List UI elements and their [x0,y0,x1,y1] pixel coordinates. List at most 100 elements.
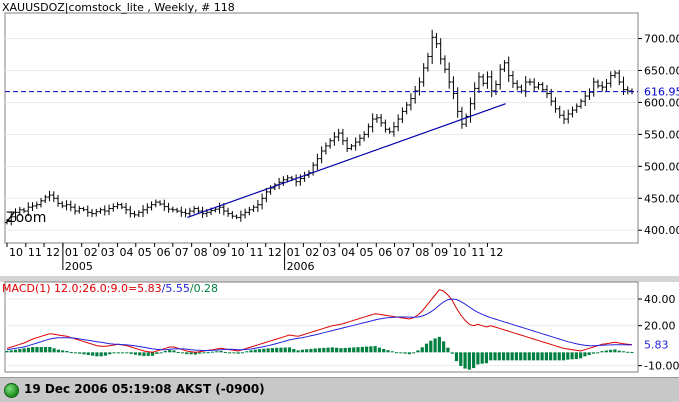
macd-gridlines [5,298,638,367]
x-tick-label: 10 [452,246,466,259]
x-tick-label: 06 [378,246,392,259]
macd-histogram-bar [596,352,600,354]
macd-histogram-bar [501,352,506,361]
panel-splitter[interactable] [0,276,679,282]
macd-histogram-bar [493,352,497,361]
x-tick-label: 04 [120,246,134,259]
macd-histogram-bar [48,347,52,353]
macd-histogram-bar [61,350,65,353]
macd-histogram-bar [13,349,18,353]
year-label: 2005 [65,260,93,273]
macd-histogram-bar [18,349,22,353]
macd-histogram-bar [262,348,266,353]
macd-histogram-bar [206,352,210,354]
macd-histogram-bar [56,349,60,353]
x-tick-label: 02 [305,246,319,259]
macd-histogram-bar [279,347,283,353]
macd-y-tick-label: -10.00 [644,360,679,373]
x-tick-label: 09 [434,246,448,259]
macd-histogram-bar [309,348,313,353]
macd-histogram-bar [574,352,578,359]
price-y-tick-label: 600.00 [644,96,679,109]
macd-histogram-bar [245,351,249,353]
zoom-label[interactable]: Zoom [6,210,46,226]
price-bars [5,29,634,226]
macd-histogram-bar [326,347,330,353]
macd-histogram-bar [347,347,352,353]
macd-histogram-bar [544,352,548,361]
macd-line [6,289,633,353]
macd-histogram-bar [266,348,270,353]
x-tick-label: 11 [28,246,42,259]
macd-histogram-bar [296,350,300,353]
macd-histogram-bar [394,352,399,354]
macd-histogram-bar [600,351,604,353]
chart-canvas: 400.00 450.00 500.00 550.00 600.00 650.00 700.… [0,0,679,373]
macd-histogram-bar [630,351,634,353]
macd-y-tick-label: 40.00 [644,293,676,306]
macd-histogram-bar [22,348,26,353]
macd-histogram-bar [215,351,219,353]
macd-histogram-bar [472,352,476,369]
macd-histogram-bar [604,350,608,353]
macd-histogram-bar [377,347,382,353]
macd-histogram-bar [65,351,69,353]
macd-histogram-bar [155,352,159,354]
macd-histogram-bar [429,340,433,353]
macd-histogram-bar [386,350,390,353]
macd-histogram-bar [424,343,429,353]
x-axis: 10 11 12 01 02 03 04 05 06 07 08 09 10 11 12 01 02 03 04 05… [6,243,503,273]
x-tick-label: 08 [194,246,208,259]
x-tick-label: 11 [471,246,485,259]
macd-histogram-bar [31,347,35,353]
year-label: 2006 [287,260,315,273]
macd-histogram-bar [69,352,73,354]
macd-histogram-bar [519,352,523,361]
macd-histogram-bar [527,352,531,361]
x-tick-label: 01 [65,246,79,259]
macd-histogram-bar [587,352,591,355]
macd-histogram-bar [202,352,206,354]
macd-histogram-bar [163,351,167,353]
macd-histogram-bar [305,349,309,353]
macd-histogram-bar [399,352,403,354]
macd-histogram-bar [420,347,424,353]
macd-histogram-bar [168,350,172,353]
x-tick-label: 04 [341,246,355,259]
macd-histogram-bar [120,352,125,354]
macd-histogram-bar [189,352,193,355]
macd-histogram [5,336,634,370]
macd-histogram-bar [416,350,420,353]
x-tick-label: 12 [268,246,282,259]
macd-histogram-bar [579,352,583,359]
macd-histogram-bar [5,351,9,353]
macd-histogram-bar [172,350,176,353]
macd-histogram-bar [442,341,446,353]
connection-status-icon [4,383,19,398]
macd-histogram-bar [43,347,48,353]
macd-histogram-bar [287,347,292,353]
macd-histogram-bar [86,352,90,355]
macd-histogram-bar [497,352,501,361]
macd-histogram-bar [185,352,189,355]
x-tick-label: 02 [84,246,98,259]
macd-histogram-bar [484,352,489,364]
macd-histogram-bar [112,352,116,354]
macd-histogram-bar [591,352,596,354]
macd-legend-macd: MACD(1) 12.0;26.0;9.0=5.83 [2,282,162,295]
macd-histogram-bar [249,350,253,353]
chart-title: XAUUSDOZ|comstock_lite , Weekly, # 118 [2,1,235,14]
macd-histogram-bar [373,346,377,353]
macd-histogram-bar [253,349,257,353]
macd-histogram-bar [176,351,180,353]
macd-histogram-bar [180,352,185,354]
macd-histogram-bar [510,352,514,361]
macd-histogram-bar [108,352,112,355]
macd-histogram-bar [403,352,407,354]
macd-histogram-bar [52,348,56,353]
macd-histogram-bar [506,352,510,361]
macd-histogram-bar [193,352,197,355]
price-gridlines [5,38,638,231]
macd-histogram-bar [467,352,471,370]
x-tick-label: 05 [359,246,373,259]
